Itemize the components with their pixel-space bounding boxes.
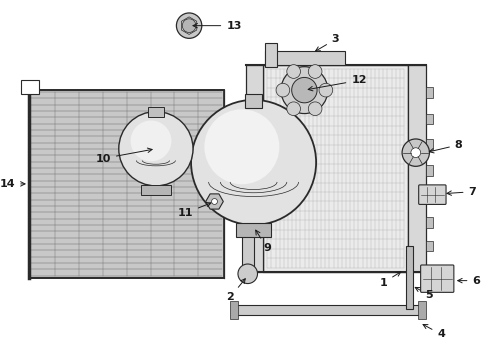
Bar	[425, 217, 433, 228]
Circle shape	[308, 102, 322, 116]
Text: 14: 14	[0, 179, 25, 189]
Circle shape	[182, 19, 196, 32]
Text: 2: 2	[226, 279, 245, 302]
Circle shape	[176, 13, 202, 39]
Text: 5: 5	[415, 287, 433, 300]
Bar	[246, 65, 263, 272]
Bar	[230, 301, 238, 319]
Bar	[265, 43, 277, 67]
Circle shape	[402, 139, 429, 166]
Text: 11: 11	[177, 203, 211, 218]
Bar	[408, 65, 425, 272]
Text: 3: 3	[316, 34, 340, 51]
Circle shape	[238, 264, 258, 284]
Bar	[425, 87, 433, 98]
Bar	[425, 113, 433, 124]
Text: 12: 12	[308, 75, 367, 91]
Circle shape	[119, 112, 193, 186]
Text: 13: 13	[193, 21, 242, 31]
FancyBboxPatch shape	[420, 265, 454, 292]
Circle shape	[287, 65, 300, 78]
Text: 6: 6	[458, 276, 480, 285]
Bar	[425, 165, 433, 176]
FancyBboxPatch shape	[418, 185, 446, 204]
Circle shape	[287, 102, 300, 116]
Circle shape	[276, 83, 290, 97]
Bar	[406, 247, 413, 309]
Bar	[148, 107, 164, 117]
Bar	[245, 94, 262, 108]
Circle shape	[308, 65, 322, 78]
Circle shape	[204, 109, 279, 184]
Text: 4: 4	[423, 324, 445, 339]
Bar	[265, 51, 345, 65]
Text: 8: 8	[429, 140, 463, 153]
Text: 1: 1	[380, 272, 401, 288]
Bar	[417, 301, 425, 319]
Bar	[141, 185, 171, 195]
Circle shape	[292, 77, 317, 103]
Text: 9: 9	[256, 230, 271, 253]
Circle shape	[131, 121, 172, 161]
Circle shape	[191, 100, 316, 225]
Bar	[21, 80, 39, 94]
Bar	[425, 192, 433, 202]
Circle shape	[212, 199, 218, 204]
Bar	[263, 65, 408, 272]
Circle shape	[411, 148, 420, 158]
Bar	[425, 240, 433, 251]
Text: 7: 7	[447, 187, 476, 197]
Bar	[242, 149, 254, 274]
Circle shape	[319, 83, 333, 97]
Bar	[29, 90, 224, 278]
Bar	[236, 223, 271, 237]
Bar	[425, 139, 433, 150]
Text: 10: 10	[96, 148, 152, 163]
Bar	[234, 305, 421, 315]
Circle shape	[281, 67, 328, 113]
Circle shape	[238, 139, 258, 158]
Bar	[193, 145, 209, 153]
